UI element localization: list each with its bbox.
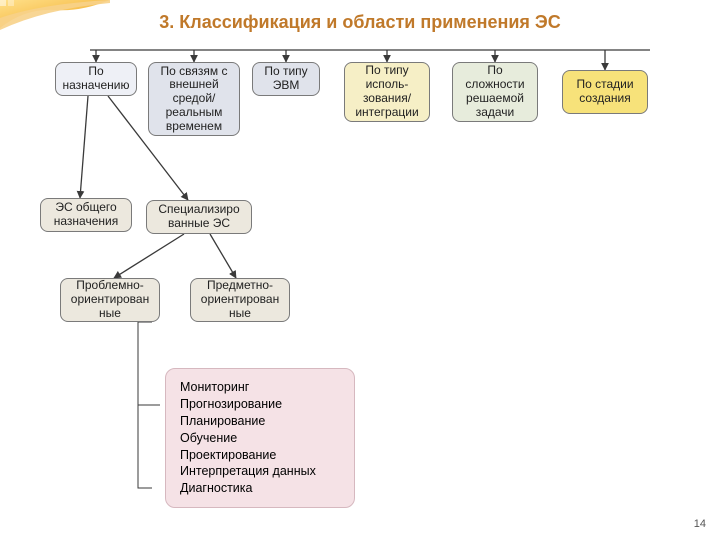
example-item: Интерпретация данных — [180, 463, 340, 480]
node-n10: Предметно-ориентирован ные — [190, 278, 290, 322]
example-item: Планирование — [180, 413, 340, 430]
node-n1: По назначению — [55, 62, 137, 96]
node-n9: Проблемно-ориентирован ные — [60, 278, 160, 322]
node-n4: По типу исполь-зования/ интеграции — [344, 62, 430, 122]
example-item: Диагностика — [180, 480, 340, 497]
example-item: Прогнозирование — [180, 396, 340, 413]
slide-title: 3. Классификация и области применения ЭС — [0, 12, 720, 33]
node-n5: По сложности решаемой задачи — [452, 62, 538, 122]
node-n7: ЭС общего назначения — [40, 198, 132, 232]
example-item: Обучение — [180, 430, 340, 447]
node-n3: По типу ЭВМ — [252, 62, 320, 96]
node-n2: По связям с внешней средой/ реальным вре… — [148, 62, 240, 136]
examples-listbox: МониторингПрогнозированиеПланированиеОбу… — [165, 368, 355, 508]
page-number: 14 — [694, 518, 706, 530]
example-item: Проектирование — [180, 447, 340, 464]
node-n6: По стадии создания — [562, 70, 648, 114]
node-n8: Специализиро ванные ЭС — [146, 200, 252, 234]
example-item: Мониторинг — [180, 379, 340, 396]
